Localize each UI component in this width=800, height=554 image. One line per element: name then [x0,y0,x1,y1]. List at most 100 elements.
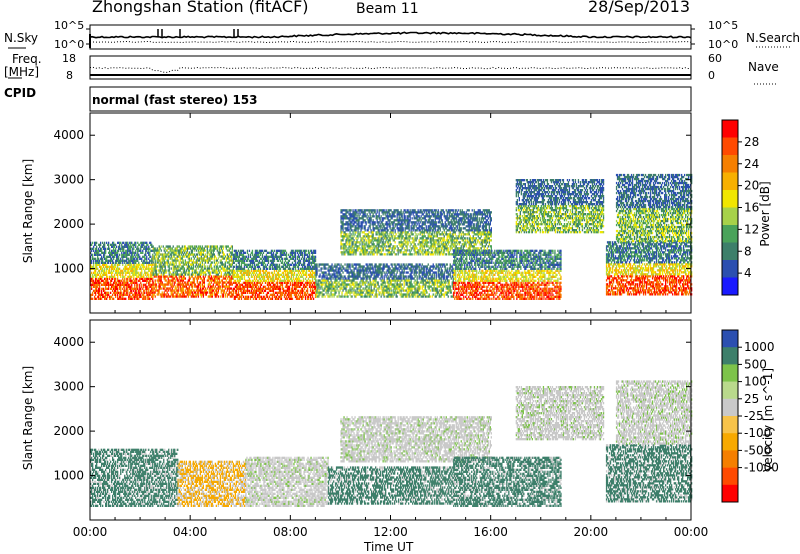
power-cell [258,271,261,274]
power-cell [96,247,98,250]
power-cell [211,291,213,294]
power-cell [160,281,162,284]
power-cell [250,261,253,264]
power-cell [99,281,101,284]
power-cell [365,267,367,270]
power-cell [279,273,282,276]
power-cell [312,257,315,260]
power-cell [146,259,148,262]
power-cell [276,291,279,294]
power-cell [239,259,241,262]
power-cell [143,265,145,268]
power-cell [159,293,161,296]
power-cell [265,295,268,298]
power-cell [323,271,325,274]
power-cell [326,281,328,284]
power-cell [184,277,186,280]
power-cell [369,269,371,272]
power-cell [235,257,237,260]
power-cell [125,293,127,296]
power-cell [260,291,263,294]
power-cell [177,279,179,282]
power-cell [303,261,306,264]
power-cell [338,271,340,274]
power-cell [181,295,183,298]
power-cell [197,285,199,288]
power-cell [375,291,377,294]
power-cell [204,255,206,258]
power-cell [310,267,313,270]
power-cell [217,267,219,270]
power-cell [148,261,150,264]
power-cell [151,277,153,280]
power-cell [176,289,178,292]
power-cell [96,263,98,266]
power-cell [330,275,332,278]
power-cell [224,287,226,290]
power-cell [343,295,345,298]
power-cell [113,257,115,260]
power-cell [180,261,182,264]
power-cell [319,293,321,296]
power-cell [105,297,107,300]
power-cell [118,259,120,262]
power-cell [312,261,315,264]
power-cell [177,283,179,286]
power-cell [130,275,132,278]
power-cell [264,265,267,268]
power-cell [384,281,386,284]
power-cell [191,285,193,288]
power-cell [156,249,158,252]
power-cell [408,279,410,282]
power-cell [108,261,110,264]
power-cell [157,285,159,288]
power-cell [205,269,207,272]
power-cell [287,277,290,280]
power-cell [287,267,290,270]
power-cell [176,273,178,276]
power-cell [370,275,372,278]
power-cell [369,277,371,280]
power-cell [263,285,266,288]
power-cell [246,257,249,260]
power-cell [273,287,276,290]
power-cell [126,285,128,288]
power-cell [206,265,208,268]
power-cell [380,287,382,290]
power-cell [231,289,233,292]
power-cell [116,287,118,290]
power-cell [259,289,262,292]
power-cell [135,251,137,254]
power-cell [122,269,124,272]
power-cell [397,275,399,278]
power-cell [315,265,317,268]
power-cell [256,275,259,278]
power-cell [103,255,105,258]
power-cell [196,291,198,294]
power-cell [237,273,239,276]
power-cell [116,255,118,258]
power-cell [158,283,160,286]
power-cell [309,249,312,252]
power-cell [205,289,207,292]
power-cell [120,285,122,288]
power-cell [98,279,100,282]
power-cell [276,279,279,282]
power-cell [301,271,304,274]
power-cell [203,257,205,260]
power-cell [338,269,340,272]
power-cell [142,245,144,248]
power-cell [312,297,315,300]
power-cell [260,263,263,266]
power-cell [337,267,339,270]
power-cell [272,287,275,290]
power-cell [183,245,185,248]
power-cell [292,267,295,270]
power-cell [116,251,118,254]
power-cell [131,271,133,274]
power-cell [178,293,180,296]
freq-right-tick-top: 60 [708,52,722,65]
power-cell [133,247,135,250]
power-cell [136,277,138,280]
power-cell [152,285,154,288]
